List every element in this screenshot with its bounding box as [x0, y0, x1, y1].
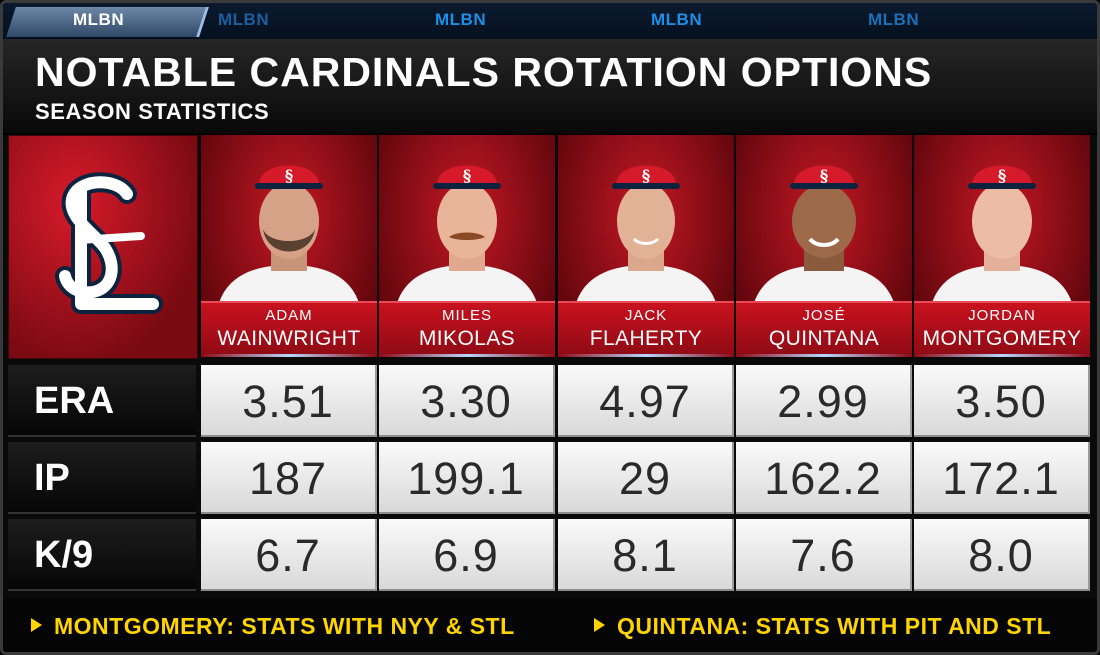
- mlbn-logo: MLBN: [218, 10, 270, 29]
- mlbn-logo: MLBN: [73, 10, 125, 29]
- player-headshot: §: [219, 165, 359, 303]
- stat-cell: 8.0: [914, 519, 1090, 591]
- player-card-quintana: § JOSÉ QUINTANA: [736, 135, 912, 357]
- footnote-quintana: QUINTANA: STATS WITH PIT AND STL: [594, 613, 1051, 640]
- player-name-bar: MILES MIKOLAS: [379, 301, 555, 357]
- stat-cell: 172.1: [914, 442, 1090, 514]
- player-headshot: §: [576, 165, 716, 303]
- stat-cell: 187: [201, 442, 377, 514]
- stat-label-era: ERA: [8, 365, 196, 437]
- player-name-bar: ADAM WAINWRIGHT: [201, 301, 377, 357]
- player-card-mikolas: § MILES MIKOLAS: [379, 135, 555, 357]
- stat-label-k9: K/9: [8, 519, 196, 591]
- player-last-name: QUINTANA: [768, 327, 880, 350]
- player-first-name: JACK: [624, 307, 668, 324]
- player-last-name: MIKOLAS: [418, 327, 516, 350]
- mlbn-logo: MLBN: [651, 10, 703, 29]
- stat-cell: 3.50: [914, 365, 1090, 437]
- stat-cell: 3.51: [201, 365, 377, 437]
- player-headshot: §: [754, 165, 894, 303]
- player-headshot: §: [932, 165, 1072, 303]
- stat-cell: 4.97: [558, 365, 734, 437]
- svg-text:§: §: [820, 166, 828, 185]
- stat-cell: 8.1: [558, 519, 734, 591]
- arrow-right-icon: [31, 618, 42, 632]
- stat-cell: 162.2: [736, 442, 912, 514]
- stat-cell: 29: [558, 442, 734, 514]
- stat-cell: 6.7: [201, 519, 377, 591]
- svg-text:§: §: [463, 166, 471, 185]
- player-card-montgomery: § JORDAN MONTGOMERY: [914, 135, 1090, 357]
- stat-label-ip: IP: [8, 442, 196, 514]
- arrow-right-icon: [594, 618, 605, 632]
- cardinals-stl-logo-icon: [55, 172, 163, 314]
- mlbn-logo: MLBN: [868, 10, 920, 29]
- player-name-bar: JORDAN MONTGOMERY: [914, 301, 1090, 357]
- player-headshot: §: [397, 165, 537, 303]
- player-first-name: MILES: [441, 307, 492, 324]
- player-first-name: ADAM: [265, 307, 313, 324]
- player-last-name: WAINWRIGHT: [217, 327, 361, 350]
- graphic-subtitle: SEASON STATISTICS: [35, 99, 270, 124]
- stat-cell: 199.1: [379, 442, 555, 514]
- svg-text:§: §: [642, 166, 650, 185]
- footnote-text: MONTGOMERY: STATS WITH NYY & STL: [54, 613, 515, 639]
- svg-text:§: §: [998, 166, 1006, 185]
- team-logo-panel: [8, 135, 198, 359]
- footnote-bar: MONTGOMERY: STATS WITH NYY & STL QUINTAN…: [3, 599, 1097, 652]
- player-first-name: JORDAN: [968, 307, 1036, 324]
- player-last-name: FLAHERTY: [589, 327, 703, 350]
- svg-text:§: §: [285, 166, 293, 185]
- network-ticker: MLBN MLBN MLBN MLBN MLBN: [3, 3, 1097, 41]
- player-name-bar: JACK FLAHERTY: [558, 301, 734, 357]
- player-first-name: JOSÉ: [802, 307, 846, 324]
- player-last-name: MONTGOMERY: [922, 327, 1082, 350]
- player-card-flaherty: § JACK FLAHERTY: [558, 135, 734, 357]
- graphic-header: NOTABLE CARDINALS ROTATION OPTIONS SEASO…: [3, 39, 1097, 135]
- footnote-text: QUINTANA: STATS WITH PIT AND STL: [617, 613, 1052, 639]
- stat-cell: 6.9: [379, 519, 555, 591]
- stat-cell: 3.30: [379, 365, 555, 437]
- stat-cell: 7.6: [736, 519, 912, 591]
- mlbn-logo: MLBN: [435, 10, 487, 29]
- graphic-title: NOTABLE CARDINALS ROTATION OPTIONS: [35, 49, 933, 95]
- player-name-bar: JOSÉ QUINTANA: [736, 301, 912, 357]
- player-card-wainwright: § ADAM WAINWRIGHT: [201, 135, 377, 357]
- stat-cell: 2.99: [736, 365, 912, 437]
- footnote-montgomery: MONTGOMERY: STATS WITH NYY & STL: [31, 613, 515, 640]
